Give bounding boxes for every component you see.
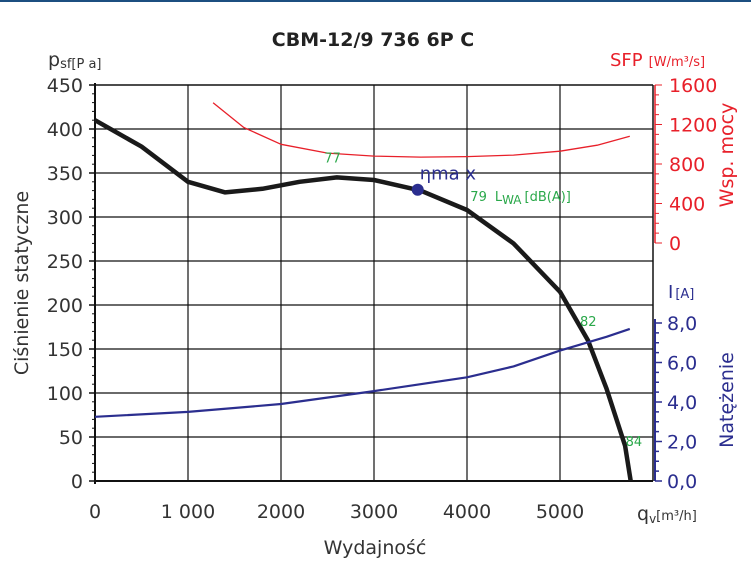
sound-level-label: 84 [626, 435, 643, 450]
y-tick-label: 250 [47, 251, 83, 273]
sfp-tick-label: 800 [669, 154, 705, 176]
y-tick-label: 200 [47, 295, 83, 317]
current-unit-label: I [A] [668, 282, 694, 303]
sfp-tick-label: 400 [669, 194, 705, 216]
sfp-tick-label: 1600 [669, 75, 717, 97]
y-tick-label: 150 [47, 339, 83, 361]
current-tick-label: 8,0 [667, 313, 697, 335]
y-tick-label: 50 [59, 427, 83, 449]
sfp-tick-label: 1200 [669, 115, 717, 137]
sound-level-label: 82 [580, 315, 597, 330]
pressure-unit-label: psf[P a] [48, 49, 102, 72]
y-tick-label: 400 [47, 119, 83, 141]
eta-max-label: ηma x [420, 164, 477, 185]
sfp-unit-label: SFP [W/m³/s] [610, 50, 705, 71]
chart-title: CBM-12/9 736 6P C [272, 29, 474, 51]
y-tick-label: 450 [47, 75, 83, 97]
current-curve [94, 327, 631, 418]
current-tick-label: 0,0 [667, 471, 697, 493]
x-tick-label: 1 000 [161, 501, 215, 523]
y-tick-label: 350 [47, 163, 83, 185]
current-tick-label: 4,0 [667, 392, 697, 414]
sfp-axis-title: Wsp. mocy [716, 103, 738, 208]
y-tick-label: 100 [47, 383, 83, 405]
sfp-curve [212, 102, 630, 158]
sound-level-label: 77 [324, 151, 341, 166]
eta-max-point [411, 183, 424, 196]
x-tick-label: 5000 [536, 501, 584, 523]
sfp-tick-label: 0 [669, 233, 681, 255]
x-unit-label: qv[m³/h] [637, 503, 697, 526]
x-tick-label: 2000 [257, 501, 305, 523]
current-axis-title: Natężenie [716, 352, 738, 448]
current-tick-label: 6,0 [667, 353, 697, 375]
current-tick-label: 2,0 [667, 432, 697, 454]
x-tick-label: 4000 [443, 501, 491, 523]
pressure-curve [93, 118, 633, 482]
x-tick-label: 0 [89, 501, 101, 523]
y-axis-title: Ciśnienie statyczne [11, 191, 33, 375]
y-tick-label: 300 [47, 207, 83, 229]
x-axis-title: Wydajność [324, 537, 427, 559]
sound-level-label: 79 LWA [dB(A)] [470, 190, 571, 207]
x-tick-label: 3000 [350, 501, 398, 523]
y-tick-label: 0 [71, 471, 83, 493]
top-border [0, 0, 751, 2]
